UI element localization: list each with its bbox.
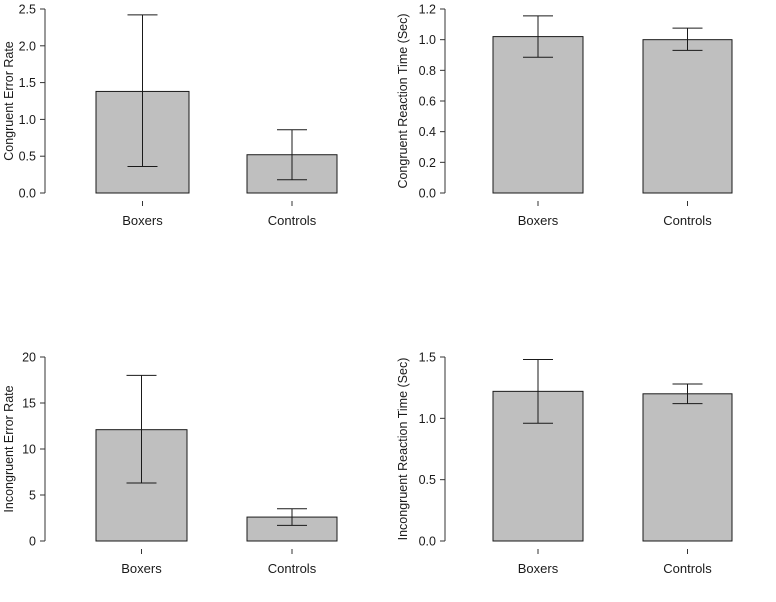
x-tick-label-controls: Controls <box>268 561 317 576</box>
y-tick-label: 1.0 <box>419 412 436 426</box>
x-tick-label-boxers: Boxers <box>121 561 162 576</box>
x-tick-label-boxers: Boxers <box>518 561 559 576</box>
y-axis-title: Incongruent Error Rate <box>2 385 16 512</box>
panel-2: 0.0 0.2 0.4 0.6 0.8 1.0 1.2 Congruent Reaction … <box>396 3 733 228</box>
bar-boxers <box>492 36 584 194</box>
y-tick-label: 1.0 <box>419 33 436 47</box>
y-tick-label: 15 <box>22 397 36 411</box>
y-tick-label: 1.0 <box>19 113 36 127</box>
y-tick-label: 5 <box>29 489 36 503</box>
y-axis-title: Incongruent Reaction Time (Sec) <box>396 358 410 541</box>
y-tick-label: 0.5 <box>19 150 36 164</box>
x-tick-label-boxers: Boxers <box>518 213 559 228</box>
panel-3: 0 5 10 15 20 Incongruent Error Rate Boxers Cont… <box>2 351 338 576</box>
y-tick-label: 0.4 <box>419 125 436 139</box>
y-tick-label: 0.0 <box>419 187 436 201</box>
y-tick-label: 0.2 <box>419 156 436 170</box>
y-tick-label: 0 <box>29 535 36 549</box>
y-tick-label: 1.5 <box>419 351 436 365</box>
bar-controls <box>642 393 733 542</box>
y-tick-label: 0.5 <box>419 473 436 487</box>
panel-4: 0.0 0.5 1.0 1.5 Incongruent Reaction Time (S… <box>396 351 733 576</box>
x-tick-label-boxers: Boxers <box>122 213 163 228</box>
x-tick-label-controls: Controls <box>268 213 317 228</box>
y-tick-label: 0.0 <box>19 187 36 201</box>
y-axis-title: Congruent Error Rate <box>2 41 16 161</box>
y-tick-label: 0.0 <box>419 535 436 549</box>
y-tick-label: 20 <box>22 351 36 365</box>
y-tick-label: 10 <box>22 443 36 457</box>
y-tick-label: 1.2 <box>419 3 436 17</box>
y-axis-title: Congruent Reaction Time (Sec) <box>396 13 410 188</box>
y-tick-label: 2.5 <box>19 3 36 17</box>
y-tick-label: 2.0 <box>19 39 36 53</box>
bar-controls <box>642 39 733 194</box>
y-tick-label: 0.8 <box>419 64 436 78</box>
panel-1: 0.0 0.5 1.0 1.5 2.0 2.5 Congruent Error Rate Bo… <box>2 3 338 228</box>
y-tick-label: 0.6 <box>419 95 436 109</box>
y-tick-label: 1.5 <box>19 76 36 90</box>
x-tick-label-controls: Controls <box>663 213 712 228</box>
x-tick-label-controls: Controls <box>663 561 712 576</box>
